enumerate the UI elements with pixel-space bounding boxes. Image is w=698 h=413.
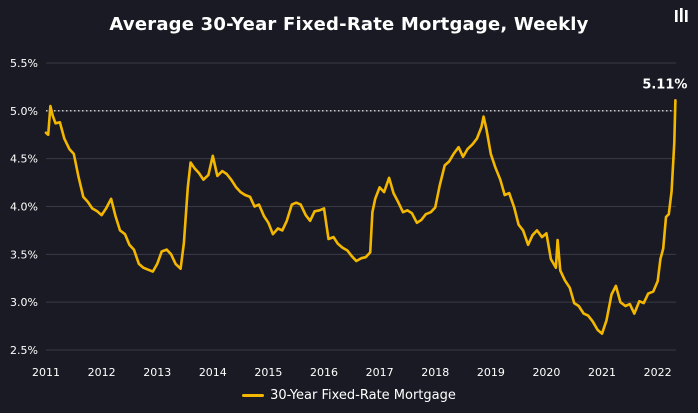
y-axis-ticks: 2.5% 3.0% 3.5% 4.0% 4.5% 5.0% 5.5% <box>10 57 38 357</box>
x-tick-label: 2013 <box>143 366 171 379</box>
x-tick-label: 2014 <box>199 366 227 379</box>
y-tick-label: 2.5% <box>10 344 38 357</box>
series-line-30yr-fixed <box>44 99 677 335</box>
x-tick-label: 2012 <box>88 366 116 379</box>
y-tick-label: 3.5% <box>10 248 38 261</box>
x-tick-label: 2016 <box>310 366 338 379</box>
y-tick-label: 5.5% <box>10 57 38 70</box>
x-tick-label: 2017 <box>366 366 394 379</box>
y-tick-label: 3.0% <box>10 296 38 309</box>
legend: 30-Year Fixed-Rate Mortgage <box>0 388 698 403</box>
legend-swatch <box>242 394 265 397</box>
pillar-logo-icon <box>675 8 688 22</box>
legend-label: 30-Year Fixed-Rate Mortgage <box>270 388 456 403</box>
y-tick-label: 4.0% <box>10 201 38 214</box>
x-tick-label: 2021 <box>588 366 616 379</box>
x-tick-label: 2015 <box>254 366 282 379</box>
x-tick-label: 2011 <box>32 366 60 379</box>
latest-value-annotation: 5.11% <box>642 77 687 92</box>
x-tick-label: 2019 <box>477 366 505 379</box>
chart-title: Average 30-Year Fixed-Rate Mortgage, Wee… <box>109 14 589 35</box>
grid-lines <box>46 62 676 351</box>
x-axis-ticks: 2011 2012 2013 2014 2015 2016 2017 2018 2019 2020… <box>32 366 672 379</box>
x-tick-label: 2022 <box>644 366 672 379</box>
y-tick-label: 4.5% <box>10 153 38 166</box>
x-tick-label: 2020 <box>532 366 560 379</box>
y-tick-label: 5.0% <box>10 105 38 118</box>
x-tick-label: 2018 <box>421 366 449 379</box>
